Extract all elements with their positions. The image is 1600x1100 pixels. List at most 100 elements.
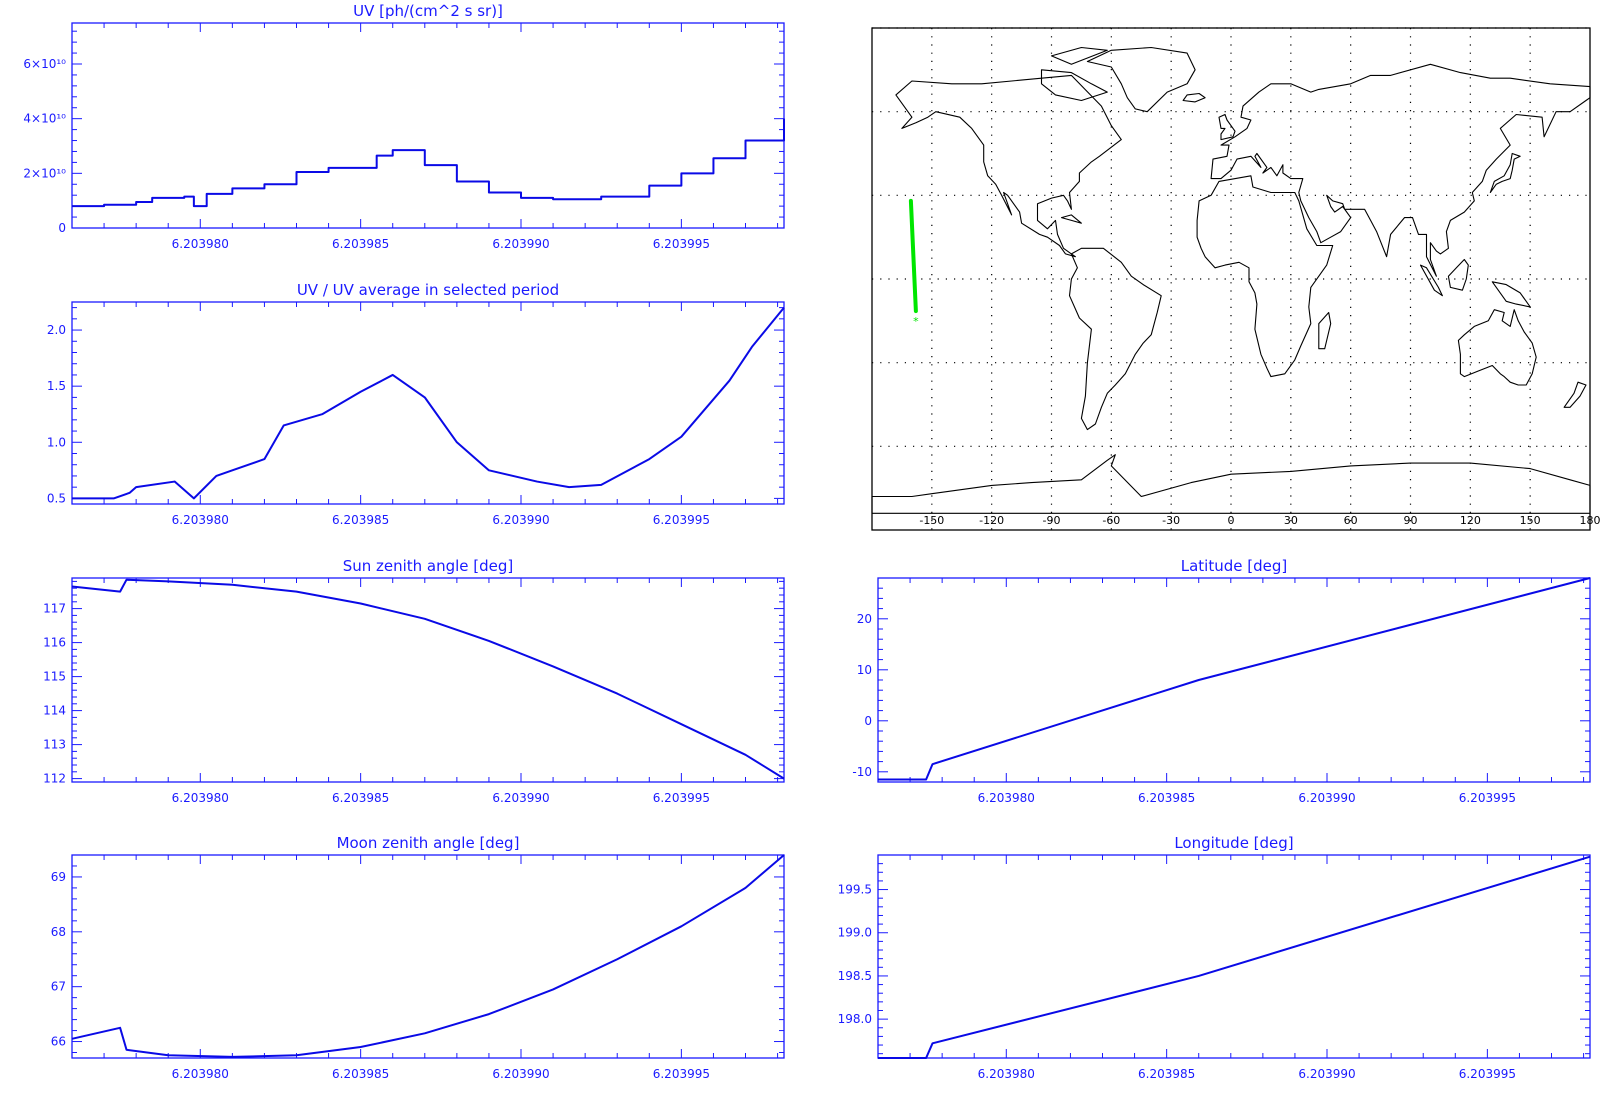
x-tick-label: 6.203980	[172, 513, 229, 527]
y-tick-label: 112	[43, 772, 66, 786]
plot-frame	[71, 854, 785, 1059]
map-lon-label: 150	[1520, 514, 1541, 527]
map-lon-label: -60	[1102, 514, 1120, 527]
x-tick-label: 6.203980	[978, 791, 1035, 805]
coastline-eurasia	[1210, 63, 1591, 277]
x-tick-label: 6.203985	[332, 237, 389, 251]
x-tick-label: 6.203985	[1138, 1067, 1195, 1081]
y-tick-label: 115	[43, 670, 66, 684]
map-lon-label: -30	[1162, 514, 1180, 527]
y-tick-label: 69	[51, 870, 66, 884]
x-tick-label: 6.203990	[1298, 1067, 1355, 1081]
coastline-sumatra	[1419, 264, 1443, 297]
y-tick-label: 113	[43, 738, 66, 752]
coastline-japan	[1489, 152, 1521, 194]
x-tick-label: 6.203990	[492, 1067, 549, 1081]
x-tick-label: 6.203990	[492, 791, 549, 805]
y-tick-label: 0	[58, 221, 66, 235]
y-tick-label: 198.0	[838, 1012, 872, 1026]
coastline-ellesmere	[1050, 46, 1108, 65]
y-tick-label: 2×10¹⁰	[23, 166, 66, 180]
chart-title: Moon zenith angle [deg]	[337, 834, 520, 852]
x-tick-label: 6.203985	[332, 791, 389, 805]
x-tick-label: 6.203995	[653, 237, 710, 251]
y-tick-label: 20	[857, 612, 872, 626]
series-line	[72, 118, 785, 208]
coastline-new-guinea	[1491, 281, 1531, 308]
chart-latitude: Latitude [deg] 6.203980 6.203985 6.203990 6.…	[852, 557, 1591, 805]
map-lon-label: 90	[1404, 514, 1418, 527]
series-line	[878, 855, 1591, 1059]
y-tick-label: 0	[864, 714, 872, 728]
y-tick-label: 198.5	[838, 969, 872, 983]
y-tick-label: 0.5	[47, 491, 66, 505]
chart-title: Longitude [deg]	[1174, 834, 1293, 852]
x-tick-label: 6.203985	[1138, 791, 1195, 805]
x-tick-label: 6.203995	[1459, 1067, 1516, 1081]
x-tick-label: 6.203980	[172, 791, 229, 805]
chart-title: UV [ph/(cm^2 s sr)]	[353, 2, 503, 20]
map-lon-label: 0	[1228, 514, 1235, 527]
y-tick-label: 2.0	[47, 323, 66, 337]
y-tick-label: 10	[857, 663, 872, 677]
plot-frame	[877, 854, 1591, 1059]
chart-uv-ratio: UV / UV average in selected period 6.2039…	[47, 281, 785, 527]
y-tick-label: 68	[51, 925, 66, 939]
y-tick-label: 114	[43, 704, 66, 718]
coastline-australia	[1457, 309, 1537, 386]
coastline-greenland-iceland	[1182, 92, 1206, 103]
y-tick-label: 66	[51, 1035, 66, 1049]
y-tick-label: 1.0	[47, 435, 66, 449]
map-lon-label: 120	[1460, 514, 1481, 527]
x-tick-label: 6.203995	[653, 1067, 710, 1081]
coastline-greenland	[1086, 46, 1196, 113]
y-tick-label: 199.5	[838, 883, 872, 897]
y-tick-label: -10	[852, 765, 872, 779]
x-tick-label: 6.203995	[653, 513, 710, 527]
map-lon-label: -150	[919, 514, 944, 527]
satellite-track	[908, 198, 918, 314]
x-tick-label: 6.203980	[172, 1067, 229, 1081]
chart-title: UV / UV average in selected period	[297, 281, 559, 299]
x-tick-label: 6.203995	[1459, 791, 1516, 805]
series-line	[71, 854, 785, 1058]
chart-sun-zenith: Sun zenith angle [deg] 6.203980 6.203985 6.…	[43, 557, 785, 805]
x-tick-label: 6.203985	[332, 513, 389, 527]
chart-moon-zenith: Moon zenith angle [deg] 6.203980 6.203985 6…	[51, 834, 785, 1081]
track-start-marker: *	[913, 315, 919, 328]
coastline-antarctica	[871, 454, 1591, 514]
y-tick-label: 116	[43, 636, 66, 650]
coastline-borneo	[1447, 258, 1469, 291]
series-line	[71, 578, 785, 780]
coastline-madagascar	[1318, 311, 1332, 350]
coastline-new-zealand	[1563, 381, 1587, 408]
plot-frame	[71, 577, 785, 783]
plot-frame	[71, 301, 785, 505]
chart-title: Sun zenith angle [deg]	[343, 557, 514, 575]
y-tick-label: 1.5	[47, 379, 66, 393]
coastline-africa	[1196, 175, 1334, 378]
series-line	[72, 306, 785, 500]
x-tick-label: 6.203990	[492, 237, 549, 251]
map-lon-label: -90	[1043, 514, 1061, 527]
map-lon-label: 60	[1344, 514, 1358, 527]
x-tick-label: 6.203990	[492, 513, 549, 527]
y-tick-label: 117	[43, 602, 66, 616]
chart-longitude: Longitude [deg] 6.203980 6.203985 6.203990 6…	[838, 834, 1591, 1081]
chart-uv: UV [ph/(cm^2 s sr)] 6.203980 6.203985 6.203…	[23, 2, 785, 251]
map-lon-label: 180	[1580, 514, 1600, 527]
world-map-panel: * -150 -120 -90 -60 -30 0 30 60 90 120 150 180	[871, 27, 1600, 531]
x-tick-label: 6.203995	[653, 791, 710, 805]
coastline-cuba	[1060, 214, 1082, 224]
y-tick-label: 67	[51, 980, 66, 994]
coastline-canadian-arctic	[1040, 69, 1108, 102]
y-tick-label: 199.0	[838, 926, 872, 940]
series-line	[878, 577, 1591, 781]
y-tick-label: 6×10¹⁰	[23, 57, 66, 71]
x-tick-label: 6.203985	[332, 1067, 389, 1081]
chart-title: Latitude [deg]	[1181, 557, 1287, 575]
y-tick-label: 4×10¹⁰	[23, 112, 66, 126]
map-lon-label: 30	[1284, 514, 1298, 527]
coastline-uk	[1218, 113, 1236, 141]
